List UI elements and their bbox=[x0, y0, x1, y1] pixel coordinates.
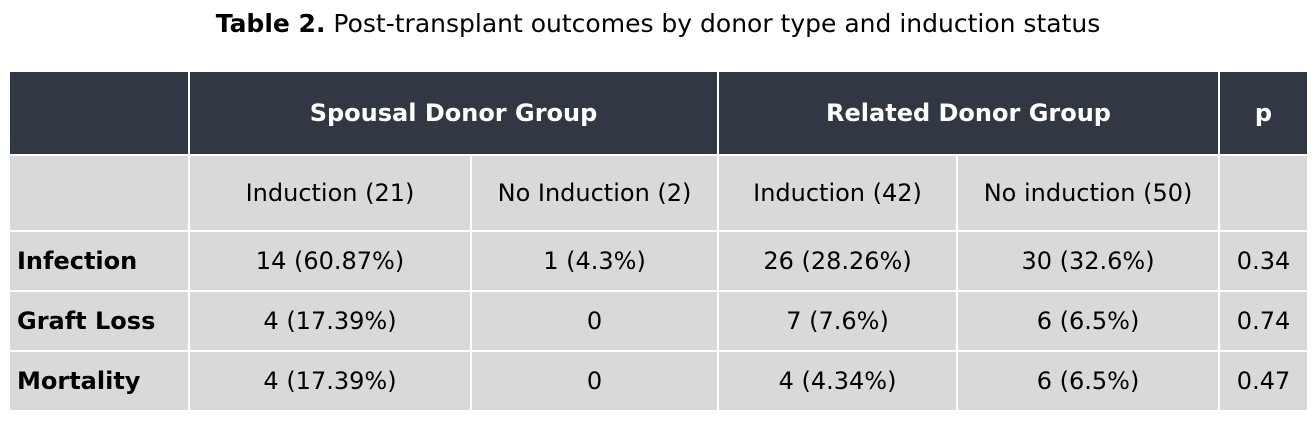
row-label: Infection bbox=[8, 230, 190, 292]
table-cell: 6 (6.5%) bbox=[956, 290, 1221, 352]
subheader-empty-label bbox=[8, 154, 190, 232]
table-cell: 1 (4.3%) bbox=[469, 230, 720, 292]
table-cell: 0 bbox=[469, 350, 720, 412]
subheader-spousal-induction: Induction (21) bbox=[188, 154, 472, 232]
related-donor-group-header: Related Donor Group bbox=[717, 70, 1221, 156]
table-cell: 26 (28.26%) bbox=[717, 230, 959, 292]
p-value-header: p bbox=[1218, 70, 1310, 156]
table-caption: Table 2. Post-transplant outcomes by don… bbox=[0, 4, 1316, 44]
table-row: Graft Loss 4 (17.39%) 0 7 (7.6%) 6 (6.5%… bbox=[8, 290, 1310, 352]
subheader-empty-p bbox=[1218, 154, 1310, 232]
table-cell: 0 bbox=[469, 290, 720, 352]
p-value-cell: 0.34 bbox=[1218, 230, 1310, 292]
table-caption-text: Post-transplant outcomes by donor type a… bbox=[333, 9, 1101, 38]
table-cell: 6 (6.5%) bbox=[956, 350, 1221, 412]
table-cell: 4 (4.34%) bbox=[717, 350, 959, 412]
spousal-donor-group-header: Spousal Donor Group bbox=[187, 70, 720, 156]
subheader-row: Induction (21) No Induction (2) Inductio… bbox=[8, 154, 1310, 232]
corner-header bbox=[8, 70, 190, 156]
p-value-cell: 0.74 bbox=[1218, 290, 1310, 352]
subheader-spousal-no-induction: No Induction (2) bbox=[469, 154, 720, 232]
row-label: Mortality bbox=[8, 350, 190, 412]
group-header-row: Spousal Donor Group Related Donor Group … bbox=[8, 70, 1310, 156]
table-cell: 7 (7.6%) bbox=[717, 290, 959, 352]
row-label: Graft Loss bbox=[8, 290, 190, 352]
p-value-cell: 0.47 bbox=[1218, 350, 1310, 412]
table-cell: 4 (17.39%) bbox=[188, 290, 472, 352]
table-row: Infection 14 (60.87%) 1 (4.3%) 26 (28.26… bbox=[8, 230, 1310, 292]
table-row: Mortality 4 (17.39%) 0 4 (4.34%) 6 (6.5%… bbox=[8, 350, 1310, 412]
table-caption-number: Table 2. bbox=[215, 9, 326, 38]
subheader-related-induction: Induction (42) bbox=[717, 154, 959, 232]
table-cell: 4 (17.39%) bbox=[188, 350, 472, 412]
table-cell: 14 (60.87%) bbox=[188, 230, 472, 292]
outcomes-table: Spousal Donor Group Related Donor Group … bbox=[8, 70, 1310, 412]
subheader-related-no-induction: No induction (50) bbox=[956, 154, 1221, 232]
table-cell: 30 (32.6%) bbox=[956, 230, 1221, 292]
